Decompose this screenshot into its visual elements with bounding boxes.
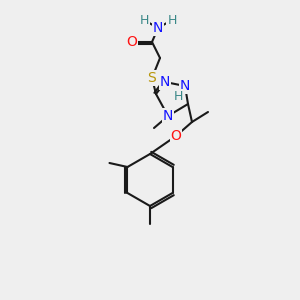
Text: S: S — [148, 71, 156, 85]
Text: N: N — [153, 21, 163, 35]
Text: N: N — [180, 79, 190, 93]
Text: H: H — [139, 14, 149, 26]
Text: N: N — [160, 75, 170, 89]
Text: N: N — [163, 109, 173, 123]
Text: H: H — [173, 89, 183, 103]
Text: O: O — [171, 129, 182, 143]
Text: H: H — [167, 14, 177, 26]
Text: O: O — [127, 35, 137, 49]
